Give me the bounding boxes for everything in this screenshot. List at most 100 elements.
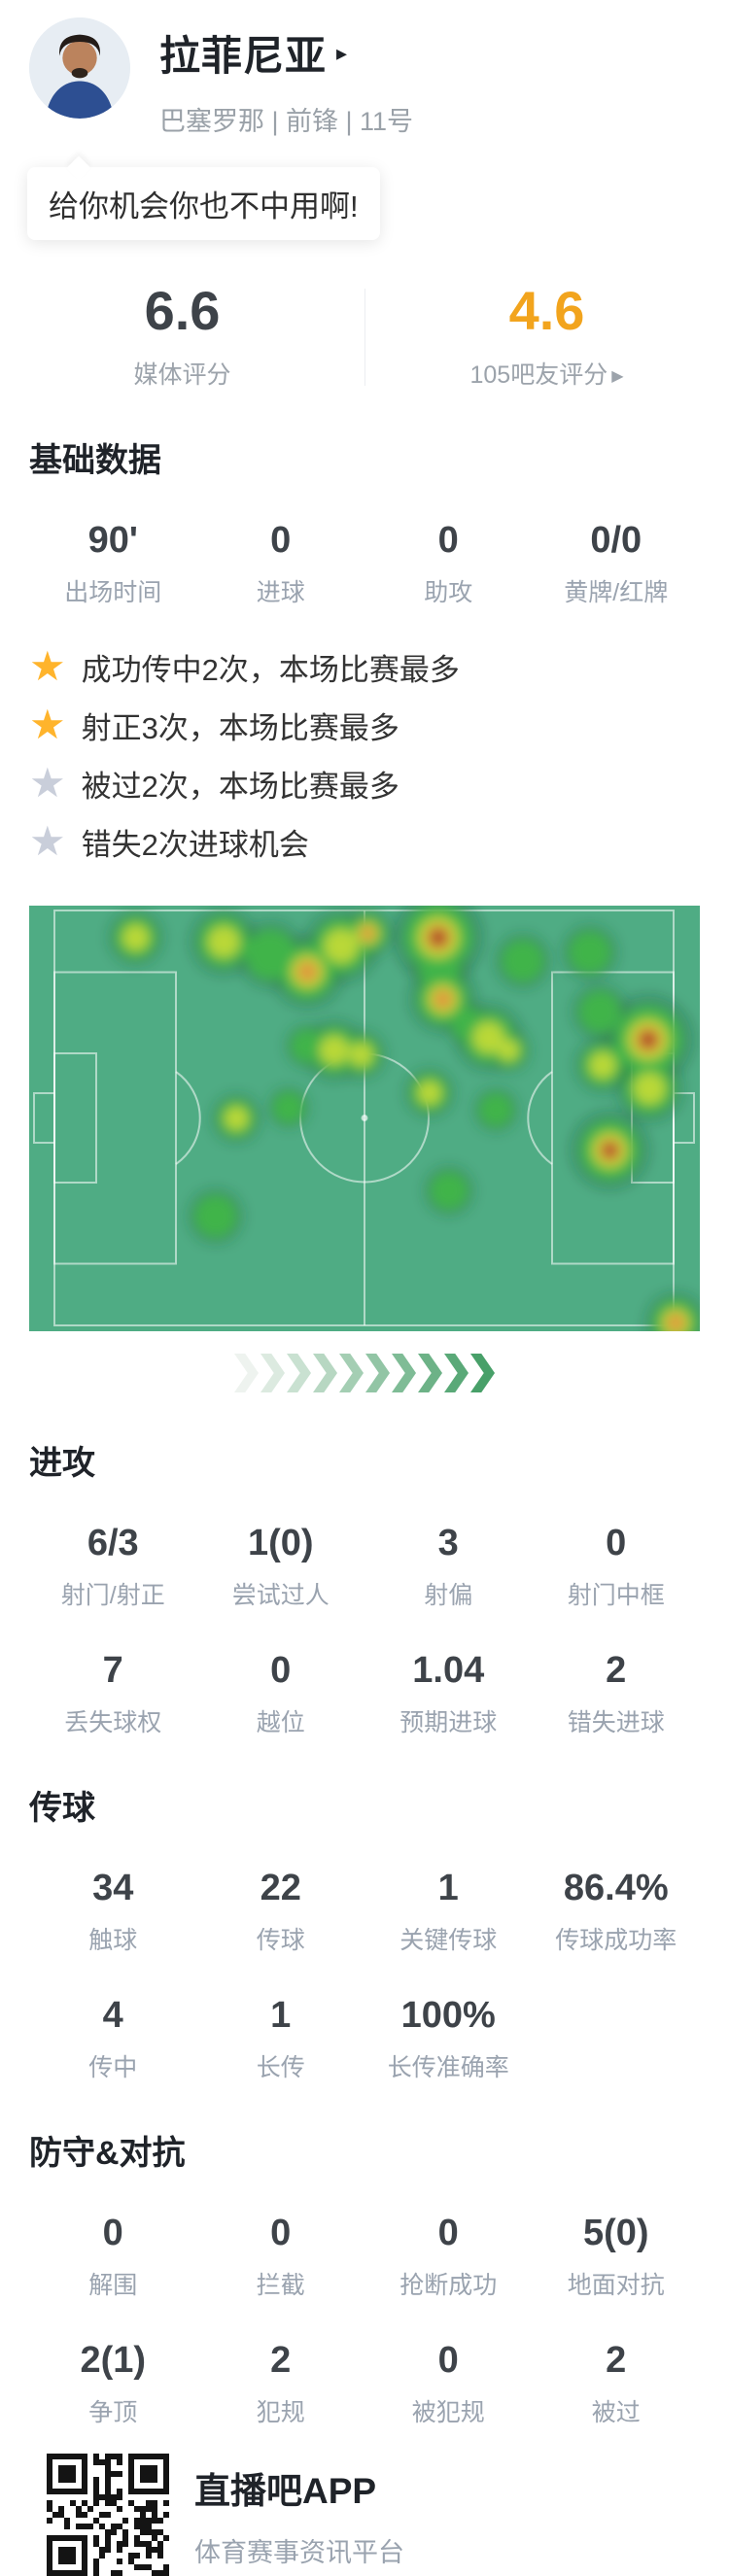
stat-value: 1(0) [247,1523,314,1563]
stat-label: 错失进球 [567,1709,665,1736]
stat-label: 出场时间 [64,579,162,606]
stat-label: 尝试过人 [231,1582,330,1609]
stats-row: 90' 出场时间 0 进球 0 助攻 0/0 黄牌/红牌 [0,520,729,608]
chevron-arrow-icon [260,1354,285,1392]
heatmap [29,906,700,1331]
qr-code [47,2454,169,2576]
stat-label: 长传 [256,2054,305,2081]
section-heading: 防守&对抗 [29,2135,186,2172]
avatar [29,17,130,119]
player-photo-placeholder [29,17,130,119]
stat-label: 地面对抗 [567,2272,665,2299]
chevron-arrow-icon [339,1354,364,1392]
stat-cell: 0 助攻 [364,520,533,608]
chevron-arrow-icon [287,1354,311,1392]
stat-label: 解围 [88,2272,138,2299]
stat-label: 争顶 [88,2399,138,2426]
stat-value: 2(1) [80,2340,147,2381]
highlight-text: 错失2次进球机会 [81,827,309,862]
stat-cell: 0 射门中框 [533,1523,701,1611]
chevron-arrow-icon [392,1354,416,1392]
stat-cell: 5(0) 地面对抗 [533,2213,701,2301]
stat-value: 0 [437,2213,459,2253]
chevron-arrow-icon [418,1354,442,1392]
stat-cell: 2 犯规 [197,2340,365,2428]
stat-value: 34 [92,1868,134,1908]
stat-cell: 100% 长传准确率 [364,1995,533,2083]
highlight-text: 射正3次，本场比赛最多 [81,710,399,745]
stat-cell: 4 传中 [29,1995,197,2083]
stat-cell: 2 错失进球 [533,1650,701,1738]
chevron-arrow-icon [444,1354,469,1392]
stat-label: 射偏 [424,1582,473,1609]
highlight-text: 被过2次，本场比赛最多 [81,769,399,804]
stat-cell: 1 长传 [197,1995,365,2083]
player-header: 拉菲尼亚 ▸ 巴塞罗那 | 前锋 | 11号 [0,0,729,138]
highlight-item: ★ 射正3次，本场比赛最多 [29,696,729,754]
stats-row: 6/3 射门/射正 1(0) 尝试过人 3 射偏 0 射门中框 [0,1523,729,1611]
stat-label: 关键传球 [399,1927,498,1954]
stat-value: 1 [437,1868,459,1908]
stat-value: 2 [270,2340,292,2381]
stat-value: 90' [87,520,138,561]
stat-value: 0 [102,2213,123,2253]
stat-label: 射门中框 [567,1582,665,1609]
media-rating: 6.6 媒体评分 [0,279,364,391]
play-arrow-icon: ▶ [611,368,624,385]
stat-label: 被犯规 [411,2399,485,2426]
player-name-row[interactable]: 拉菲尼亚 ▸ [159,23,413,83]
quote-bubble: 给你机会你也不中用啊! [27,167,380,240]
stats-row: 2(1) 争顶 2 犯规 0 被犯规 2 被过 [0,2340,729,2428]
gold-star-icon: ★ [29,643,66,689]
stat-cell: 0 被犯规 [364,2340,533,2428]
stat-cell: 90' 出场时间 [29,520,197,608]
stat-value: 86.4% [563,1868,669,1908]
stat-value: 4 [102,1995,123,2036]
stat-value: 0 [270,2213,292,2253]
stat-label: 被过 [591,2399,641,2426]
fans-rating-value: 4.6 [508,280,585,341]
stat-cell: 0 解围 [29,2213,197,2301]
highlight-item: ★ 成功传中2次，本场比赛最多 [29,637,729,696]
attack-direction-arrows [0,1353,729,1393]
stat-cell: 2(1) 争顶 [29,2340,197,2428]
stat-cell: 3 射偏 [364,1523,533,1611]
fans-rating-label[interactable]: 105吧友评分 ▶ [469,361,624,389]
stats-row: 34 触球 22 传球 1 关键传球 86.4% 传球成功率 [0,1868,729,1956]
player-name: 拉菲尼亚 [159,33,328,79]
stat-label: 触球 [88,1927,138,1954]
highlight-text: 成功传中2次，本场比赛最多 [81,652,460,687]
stat-value: 0/0 [590,520,642,561]
stat-value: 0 [437,520,459,561]
gold-star-icon: ★ [29,702,66,747]
stat-cell: 0 越位 [197,1650,365,1738]
stat-label: 黄牌/红牌 [564,579,669,606]
gray-star-icon: ★ [29,760,66,806]
stat-cell: 22 传球 [197,1868,365,1956]
fans-rating[interactable]: 4.6 105吧友评分 ▶ [364,279,729,391]
stat-label: 传球成功率 [555,1927,677,1954]
stat-value: 3 [437,1523,459,1563]
stat-cell: 1.04 预期进球 [364,1650,533,1738]
stat-label: 传中 [88,2054,138,2081]
stat-label: 长传准确率 [387,2054,509,2081]
stat-label: 犯规 [256,2399,305,2426]
team-position-number: 巴塞罗那 | 前锋 | 11号 [159,107,414,136]
chevron-arrow-icon [365,1354,390,1392]
stat-cell: 34 触球 [29,1868,197,1956]
name-arrow-icon: ▸ [336,40,348,65]
stat-value: 0 [606,1523,627,1563]
stat-value: 0 [270,520,292,561]
stat-value: 100% [400,1995,496,2036]
stat-cell: 6/3 射门/射正 [29,1523,197,1611]
section-heading: 进攻 [29,1445,95,1482]
stat-value: 5(0) [582,2213,649,2253]
app-tagline: 体育赛事资讯平台 [194,2537,404,2567]
media-rating-label: 媒体评分 [133,361,231,389]
stat-cell: 0 拦截 [197,2213,365,2301]
stat-label: 传球 [256,1927,305,1954]
stat-cell: 2 被过 [533,2340,701,2428]
ratings-block: 6.6 媒体评分 4.6 105吧友评分 ▶ [0,279,729,391]
stat-cell: 0 进球 [197,520,365,608]
highlight-item: ★ 错失2次进球机会 [29,812,729,871]
